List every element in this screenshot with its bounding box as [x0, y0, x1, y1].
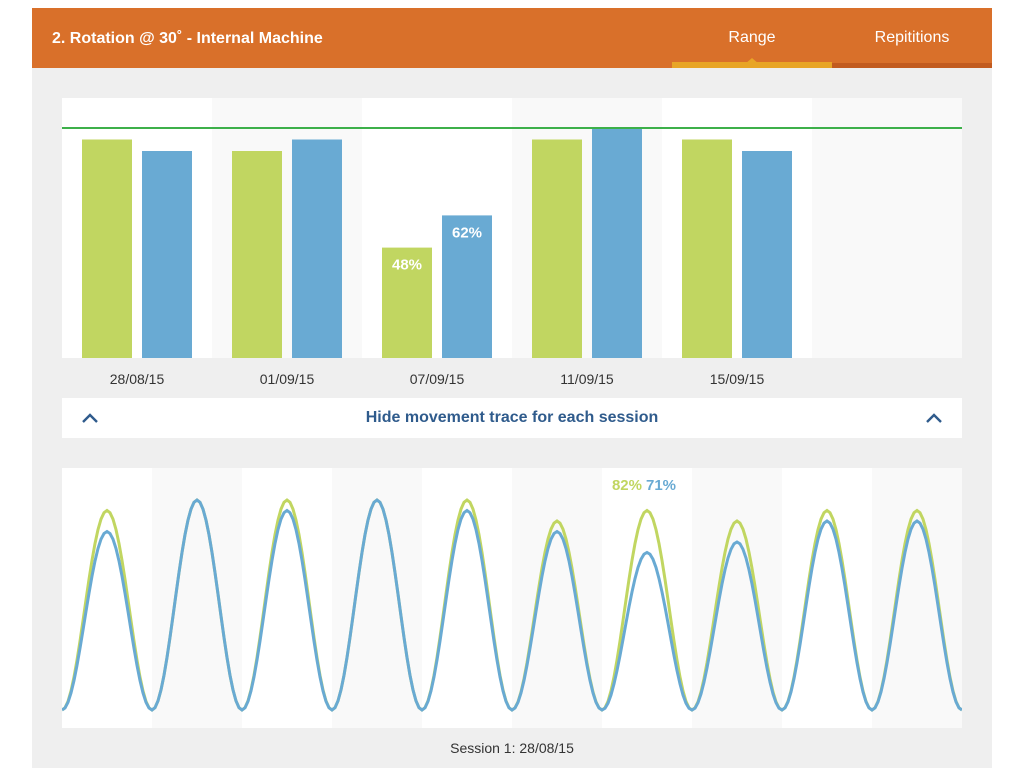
rep-background	[602, 468, 692, 728]
exercise-header: 2. Rotation @ 30˚ - Internal Machine Ran…	[32, 8, 992, 68]
trace-line-blue	[62, 498, 962, 712]
date-tick-label: 11/09/15	[560, 371, 614, 387]
rep-background	[62, 468, 152, 728]
bar[interactable]	[82, 139, 132, 359]
rep-background	[332, 468, 422, 728]
bar[interactable]	[742, 151, 792, 358]
bar[interactable]	[292, 139, 342, 359]
rep-background	[152, 468, 242, 728]
bar[interactable]	[592, 128, 642, 358]
bar[interactable]	[682, 139, 732, 359]
tab-range[interactable]: Range	[728, 29, 776, 46]
rep-background	[242, 468, 332, 728]
date-tick-label: 07/09/15	[409, 371, 465, 387]
range-bar-chart: 48% 62%	[62, 98, 962, 358]
bar[interactable]	[532, 139, 582, 359]
session-label: Session 1: 28/08/15	[450, 740, 574, 756]
rep-background	[872, 468, 962, 728]
date-tick-label: 28/08/15	[109, 371, 165, 387]
column-background	[812, 98, 962, 358]
tab-repetitions-underline	[832, 63, 992, 68]
hide-trace-toggle[interactable]: Hide movement trace for each session	[62, 398, 962, 438]
bar-data-label: 62%	[452, 224, 482, 241]
bar[interactable]	[232, 151, 282, 358]
rep-background	[422, 468, 512, 728]
rep-background	[512, 468, 602, 728]
trace-annotation-green: 82%	[612, 477, 642, 494]
bar[interactable]	[382, 247, 432, 358]
tab-repetitions[interactable]: Repititions	[874, 29, 950, 46]
date-tick-label: 15/09/15	[709, 371, 765, 387]
exercise-title: 2. Rotation @ 30˚ - Internal Machine	[52, 30, 323, 47]
rep-background	[782, 468, 872, 728]
rep-background	[692, 468, 782, 728]
date-tick-label: 01/09/15	[259, 371, 315, 387]
chevron-up-icon[interactable]	[78, 406, 102, 430]
trace-annotation-blue: 71%	[646, 477, 676, 494]
active-tab-caret	[745, 58, 759, 64]
hide-trace-label: Hide movement trace for each session	[365, 409, 659, 426]
bar[interactable]	[142, 151, 192, 358]
bar-data-label: 48%	[392, 257, 422, 274]
bar[interactable]	[442, 215, 492, 358]
chevron-up-icon[interactable]	[922, 406, 946, 430]
movement-trace-chart: 82% 71%	[62, 468, 962, 728]
tab-range-underline	[672, 62, 832, 68]
